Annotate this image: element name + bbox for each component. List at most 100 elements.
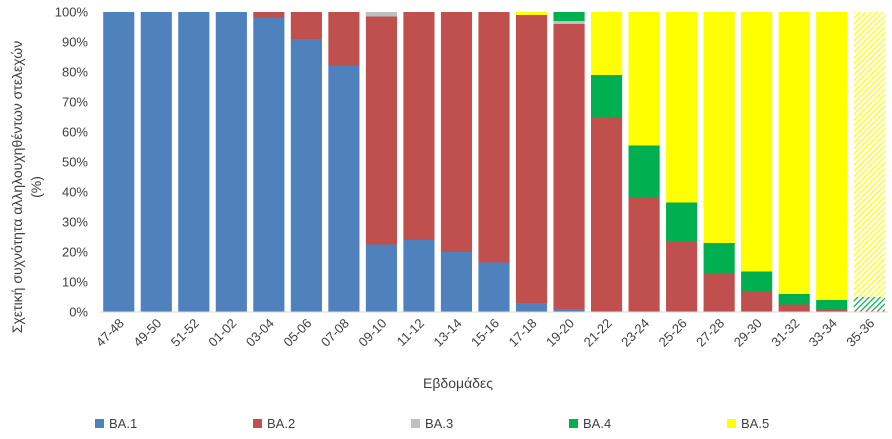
bar-segment-ba2-27-28 [703, 273, 735, 312]
bar-segment-ba2-09-10 [365, 16, 397, 245]
x-axis-title: Εβδομάδες [423, 375, 493, 391]
y-tick-label: 10% [62, 275, 88, 290]
legend-label-ba1: BA.1 [109, 416, 137, 431]
y-tick-label: 40% [62, 185, 88, 200]
bar-segment-ba2-29-30 [741, 291, 773, 312]
x-tick-label: 33-34 [806, 316, 840, 350]
bar-segment-ba2-07-08 [328, 12, 360, 66]
y-axis-title-line-2: (%) [28, 176, 44, 198]
bar-segment-ba3-19-20 [553, 21, 585, 24]
y-tick-label: 20% [62, 245, 88, 260]
bar-segment-ba2-19-20 [553, 24, 585, 309]
x-tick-label: 19-20 [543, 316, 577, 350]
x-tick-label: 13-14 [431, 316, 465, 350]
bar-segment-ba5-17-18 [515, 12, 548, 15]
x-tick-label: 23-24 [618, 316, 652, 350]
bar-segment-ba2-13-14 [440, 12, 473, 252]
bar-segment-ba5-29-30 [741, 12, 773, 272]
bar-segment-ba5-21-22 [591, 12, 623, 75]
legend-label-ba5: BA.5 [741, 416, 769, 431]
y-axis-title: Σχετική συχνότητα αλληλουχηθέντων στελεχ… [9, 41, 44, 333]
y-tick-label: 0% [69, 305, 88, 320]
x-tick-label: 21-22 [581, 316, 615, 350]
bar-segment-ba1-03-04 [253, 18, 285, 312]
y-axis-ticks: 0% 10% 20% 30% 40% 50% 60% 70% 80% 90% 100% [55, 5, 89, 320]
bar-segment-ba1-05-06 [290, 39, 322, 312]
x-tick-label: 51-52 [168, 316, 202, 350]
x-tick-label: 07-08 [318, 316, 352, 350]
bar-segment-ba4-35-36 [853, 297, 885, 309]
bar-segment-ba1-51-52 [178, 12, 210, 312]
legend-label-ba3: BA.3 [425, 416, 453, 431]
legend-swatch-ba4 [569, 419, 578, 428]
bar-segment-ba4-33-34 [816, 300, 848, 309]
y-tick-label: 90% [62, 35, 88, 50]
bar-segment-ba1-15-16 [478, 262, 510, 312]
x-tick-label: 29-30 [731, 316, 765, 350]
x-tick-label: 03-04 [243, 316, 277, 350]
bar-segment-ba5-33-34 [816, 12, 848, 300]
bar-segment-ba1-49-50 [140, 12, 172, 312]
bar-segment-ba5-31-32 [778, 12, 810, 294]
bar-segment-ba2-25-26 [666, 241, 698, 312]
x-tick-label: 09-10 [355, 316, 389, 350]
bar-segment-ba1-17-18 [515, 303, 548, 312]
bar-segment-ba1-47-48 [103, 12, 135, 312]
y-tick-label: 60% [62, 125, 88, 140]
bar-segment-ba4-31-32 [778, 294, 810, 305]
bar-segment-ba1-09-10 [365, 244, 397, 312]
bar-segment-ba5-27-28 [703, 12, 735, 243]
bar-segment-ba4-27-28 [703, 243, 735, 273]
bar-segment-ba2-35-36 [853, 309, 885, 312]
bar-segment-ba4-23-24 [628, 145, 660, 198]
y-tick-label: 100% [55, 5, 89, 20]
bar-segment-ba3-09-10 [365, 12, 397, 17]
y-tick-label: 50% [62, 155, 88, 170]
bar-segment-ba5-25-26 [666, 12, 698, 203]
bar-segment-ba5-23-24 [628, 12, 660, 146]
bar-segment-ba1-11-12 [403, 240, 435, 312]
x-tick-label: 01-02 [205, 316, 239, 350]
legend-swatch-ba1 [95, 419, 104, 428]
legend-swatch-ba3 [411, 419, 420, 428]
bar-segment-ba4-25-26 [666, 202, 698, 242]
legend-swatch-ba2 [253, 419, 262, 428]
bar-segment-ba1-19-20 [553, 309, 585, 312]
y-tick-label: 70% [62, 95, 88, 110]
x-tick-label: 27-28 [693, 316, 727, 350]
x-tick-label: 25-26 [656, 316, 690, 350]
bar-segment-ba2-15-16 [478, 12, 510, 263]
x-tick-label: 11-12 [394, 316, 427, 349]
legend-swatch-ba5 [727, 419, 736, 428]
bar-segment-ba2-05-06 [290, 12, 322, 39]
y-tick-label: 80% [62, 65, 88, 80]
x-tick-label: 17-18 [506, 316, 540, 350]
x-tick-label: 47-48 [93, 316, 127, 350]
legend-label-ba2: BA.2 [267, 416, 295, 431]
bar-segment-ba2-21-22 [591, 117, 623, 312]
bar-segment-ba5-35-36 [853, 12, 885, 297]
bar-segment-ba4-19-20 [553, 12, 585, 21]
x-tick-label: 05-06 [280, 316, 314, 350]
bar-segment-ba2-03-04 [253, 12, 285, 18]
bar-segment-ba4-21-22 [591, 75, 623, 117]
bars [103, 12, 885, 312]
legend-label-ba4: BA.4 [583, 416, 611, 431]
bar-segment-ba1-01-02 [215, 12, 247, 312]
bar-segment-ba2-31-32 [778, 304, 810, 312]
x-tick-label: 31-32 [768, 316, 802, 350]
bar-segment-ba2-23-24 [628, 198, 660, 312]
x-tick-label: 49-50 [130, 316, 164, 350]
bar-segment-ba1-13-14 [440, 252, 473, 312]
bar-segment-ba1-07-08 [328, 66, 360, 312]
x-axis-ticks: 47-48 49-50 51-52 01-02 03-04 05-06 07-08 09-10… [93, 316, 878, 350]
bar-segment-ba2-11-12 [403, 12, 435, 240]
bar-segment-ba2-17-18 [515, 15, 548, 303]
y-axis-title-line-1: Σχετική συχνότητα αλληλουχηθέντων στελεχ… [9, 41, 25, 333]
x-tick-label: 35-36 [843, 316, 877, 350]
x-tick-label: 15-16 [468, 316, 502, 350]
bar-segment-ba4-29-30 [741, 271, 773, 291]
legend: BA.1 BA.2 BA.3 BA.4 BA.5 [95, 416, 769, 431]
bar-segment-ba2-33-34 [816, 309, 848, 312]
